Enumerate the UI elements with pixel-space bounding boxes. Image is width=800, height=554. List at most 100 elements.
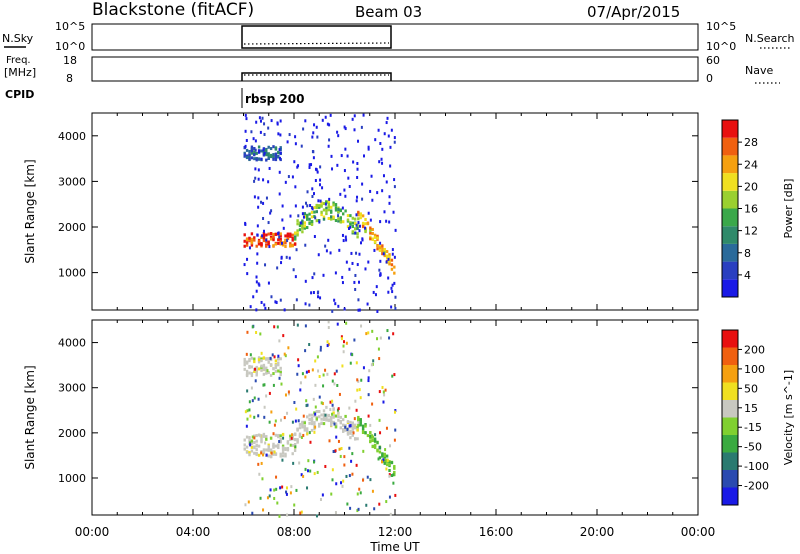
noise-right-label: N.Search (745, 32, 795, 45)
scatter-cell (367, 393, 370, 397)
scatter-cell (390, 128, 393, 132)
data-cell (277, 241, 280, 245)
data-cell (346, 214, 350, 218)
data-cell (272, 153, 275, 157)
scatter-cell (393, 136, 396, 140)
scatter-cell (345, 474, 348, 478)
scatter-cell (308, 165, 311, 169)
scatter-cell (345, 341, 348, 345)
data-cell (274, 146, 278, 150)
data-cell (330, 215, 333, 219)
scatter-cell (273, 496, 276, 500)
scatter-cell (358, 308, 361, 312)
scatter-cell (265, 394, 268, 398)
scatter-cell (308, 163, 311, 167)
data-cell (298, 426, 302, 430)
data-cell (253, 157, 256, 161)
freq-left-tick-top: 18 (63, 54, 77, 67)
colorbar-tick-label: 28 (744, 136, 758, 149)
scatter-cell (358, 224, 361, 228)
data-cell (320, 422, 323, 426)
scatter-cell (248, 400, 251, 404)
scatter-cell (378, 357, 381, 361)
scatter-cell (269, 211, 272, 215)
scatter-cell (351, 452, 354, 456)
data-cell (289, 434, 292, 438)
scatter-cell (270, 119, 273, 123)
scatter-cell (273, 355, 276, 359)
scatter-cell (376, 309, 379, 313)
scatter-cell (357, 280, 360, 284)
scatter-cell (348, 474, 351, 478)
scatter-cell (354, 287, 357, 291)
scatter-cell (262, 178, 265, 182)
data-cell (255, 448, 258, 452)
scatter-cell (266, 496, 269, 500)
scatter-cell (253, 396, 256, 400)
data-cell (351, 216, 354, 220)
data-cell (349, 429, 352, 433)
scatter-cell (286, 239, 289, 243)
data-cell (245, 241, 249, 245)
scatter-cell (370, 363, 373, 367)
scatter-cell (257, 282, 260, 286)
data-cell (281, 432, 285, 436)
data-cell (279, 440, 282, 444)
scatter-cell (297, 164, 300, 168)
data-cell (262, 363, 266, 367)
scatter-cell (281, 218, 284, 222)
colorbar-segment (722, 452, 738, 470)
data-cell (250, 243, 254, 247)
scatter-cell (314, 179, 317, 183)
y-tick-label: 1000 (58, 267, 86, 280)
scatter-cell (331, 379, 334, 383)
data-cell (267, 454, 270, 458)
data-cell (322, 413, 326, 417)
data-cell (260, 438, 263, 442)
scatter-cell (254, 167, 257, 171)
scatter-cell (249, 441, 252, 445)
data-cell (315, 417, 318, 421)
scatter-cell (246, 330, 249, 334)
data-cell (262, 235, 266, 239)
data-cell (286, 232, 290, 236)
scatter-cell (341, 206, 344, 210)
scatter-cell (259, 496, 262, 500)
scatter-cell (261, 234, 264, 238)
scatter-cell (307, 369, 310, 373)
data-cell (279, 232, 282, 236)
data-cell (291, 443, 294, 447)
data-cell (253, 360, 256, 364)
colorbar-tick-label: 12 (744, 225, 758, 238)
data-cell (255, 434, 258, 438)
scatter-cell (367, 145, 370, 149)
x-tick-label: 12:00 (378, 525, 413, 539)
data-cell (286, 440, 290, 444)
scatter-cell (326, 122, 329, 126)
data-cell (279, 366, 282, 370)
data-cell (281, 243, 285, 247)
scatter-cell (324, 413, 327, 417)
scatter-cell (351, 353, 354, 357)
scatter-cell (364, 267, 367, 271)
scatter-cell (324, 464, 327, 468)
data-cell (310, 215, 314, 219)
scatter-cell (297, 358, 300, 362)
scatter-cell (356, 509, 359, 513)
scatter-cell (318, 375, 321, 379)
scatter-cell (261, 116, 264, 120)
data-cell (257, 444, 261, 448)
scatter-cell (253, 179, 256, 183)
scatter-cell (374, 293, 377, 297)
scatter-cell (300, 144, 303, 148)
scatter-cell (354, 399, 357, 403)
data-cell (320, 213, 323, 217)
data-cell (342, 428, 345, 432)
data-cell (253, 147, 256, 151)
scatter-cell (251, 399, 254, 403)
scatter-cell (385, 260, 388, 264)
scatter-cell (294, 445, 297, 449)
scatter-cell (268, 420, 271, 424)
data-cell (294, 443, 297, 447)
scatter-cell (369, 478, 372, 482)
